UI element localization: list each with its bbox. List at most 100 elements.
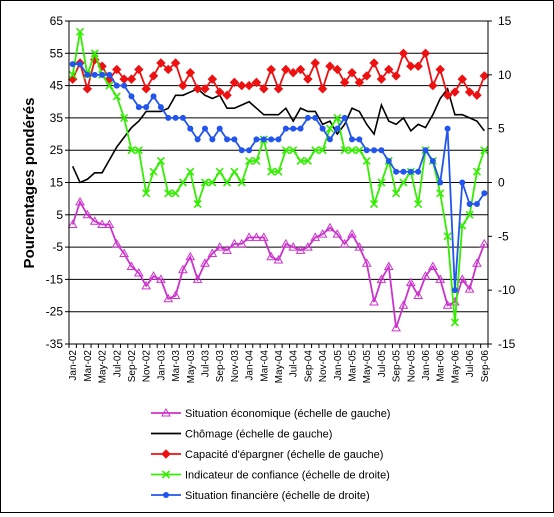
series-5-point — [356, 136, 363, 143]
right-tick-label: 15 — [498, 14, 512, 28]
series-1-point — [266, 251, 277, 261]
series-3-point — [200, 84, 210, 94]
axes: 65 55 45 35 25 15 5 -5 -15 -25 -35 15 10 5 0 -5 -10 -15 Ja… — [46, 14, 516, 383]
series-4-point — [289, 146, 298, 155]
series-5-point — [113, 82, 120, 89]
series-1 — [67, 196, 490, 332]
series-3-point — [141, 84, 151, 94]
left-tick-label: 45 — [50, 79, 64, 93]
series-4-point — [105, 81, 114, 90]
series-4-point — [134, 146, 143, 155]
series-4-point — [318, 146, 327, 155]
left-tick-label: -25 — [46, 305, 64, 319]
series-5-point — [91, 71, 98, 78]
series-3-point — [214, 87, 225, 97]
series-3-point — [266, 64, 276, 75]
series-3-point — [317, 84, 328, 94]
right-tick-label: 0 — [498, 176, 505, 190]
series-3-point — [259, 84, 269, 94]
x-tick-label: Jan-05 — [333, 350, 344, 381]
series-5-point — [165, 114, 172, 121]
series-5-point — [415, 168, 422, 175]
series-4-point — [347, 146, 357, 155]
right-tick-label: 10 — [498, 68, 512, 82]
series-3-point — [442, 90, 453, 100]
x-tick-label: Nov-05 — [406, 350, 417, 383]
series-3-point — [420, 48, 431, 59]
legend-item: Situation économique (échelle de gauche) — [151, 407, 390, 420]
series-1-point — [376, 274, 387, 283]
series-4-point — [142, 189, 151, 198]
series-5-point — [187, 125, 194, 132]
series-5-point — [422, 147, 429, 154]
left-tick-label: -35 — [46, 337, 64, 351]
series-5-point — [106, 71, 113, 78]
series-3-point — [472, 90, 482, 100]
left-tick-label: 15 — [50, 176, 64, 190]
x-tick-label: Mar-06 — [436, 350, 447, 382]
series-4-point — [436, 189, 445, 198]
series-2 — [71, 87, 485, 184]
series-3-point — [185, 67, 195, 78]
series-4-point — [178, 178, 188, 187]
series-5-point — [224, 136, 231, 143]
series-4-point — [311, 146, 320, 155]
series-1-point — [303, 242, 313, 251]
legend-label: Situation financière (échelle de droite) — [185, 490, 370, 502]
series-1-point — [251, 232, 262, 241]
legend-item: Indicateur de confiance (échelle de droi… — [151, 470, 390, 482]
series-4-point — [68, 70, 77, 79]
series-1-point — [442, 300, 453, 309]
legend-item: Situation financière (échelle de droite) — [151, 490, 370, 502]
x-tick-label: Jul-03 — [200, 350, 211, 378]
series-3-point — [398, 48, 409, 59]
x-tick-label: Sep-05 — [392, 350, 403, 383]
left-tick-label: 5 — [56, 208, 63, 222]
series-1-point — [192, 274, 203, 283]
series-5-point — [268, 136, 275, 143]
series-3-point — [332, 64, 343, 75]
series-4-point — [325, 124, 335, 133]
series-3-point — [406, 61, 416, 71]
series-3-point — [237, 80, 247, 91]
series-5-point — [473, 201, 480, 208]
series-5-point — [201, 125, 208, 132]
series-5-point — [407, 168, 414, 175]
series-4-point — [186, 167, 195, 176]
x-tick-label: Sep-02 — [127, 350, 138, 383]
series-5-point — [459, 179, 466, 186]
x-tick-label: Jan-06 — [421, 350, 432, 381]
series-4-point — [222, 178, 232, 187]
series-1-point — [104, 219, 115, 228]
series-5-point — [194, 136, 201, 143]
series-3-point — [288, 67, 298, 78]
series-1-point — [325, 222, 335, 232]
x-tick-label: Sep-06 — [480, 350, 491, 383]
series-4-point — [171, 189, 180, 198]
series-4-point — [355, 146, 364, 155]
legend-label: Indicateur de confiance (échelle de droi… — [185, 470, 390, 482]
series-1-point — [420, 271, 431, 280]
series-5-point — [393, 168, 400, 175]
series-5-point — [378, 147, 385, 154]
series-1-point — [148, 271, 159, 280]
series-3 — [67, 48, 490, 100]
series-3-point — [148, 71, 159, 81]
x-tick-label: Mar-02 — [83, 350, 94, 382]
series-3-point — [384, 64, 394, 75]
series-5-point — [150, 93, 157, 100]
legend-swatch-marker — [163, 492, 169, 498]
series-3-point — [134, 64, 144, 75]
series-5-point — [312, 114, 319, 121]
series-4-point — [392, 189, 401, 198]
series-5-point — [157, 104, 164, 111]
series-3-point — [251, 77, 262, 88]
right-tick-label: 5 — [498, 122, 505, 136]
series-4-point — [149, 167, 158, 176]
x-tick-label: Sep-03 — [215, 350, 226, 383]
series-1-point — [178, 264, 188, 274]
series-5-point — [334, 125, 341, 132]
series-1-point — [214, 242, 225, 251]
series-4-point — [90, 49, 99, 58]
